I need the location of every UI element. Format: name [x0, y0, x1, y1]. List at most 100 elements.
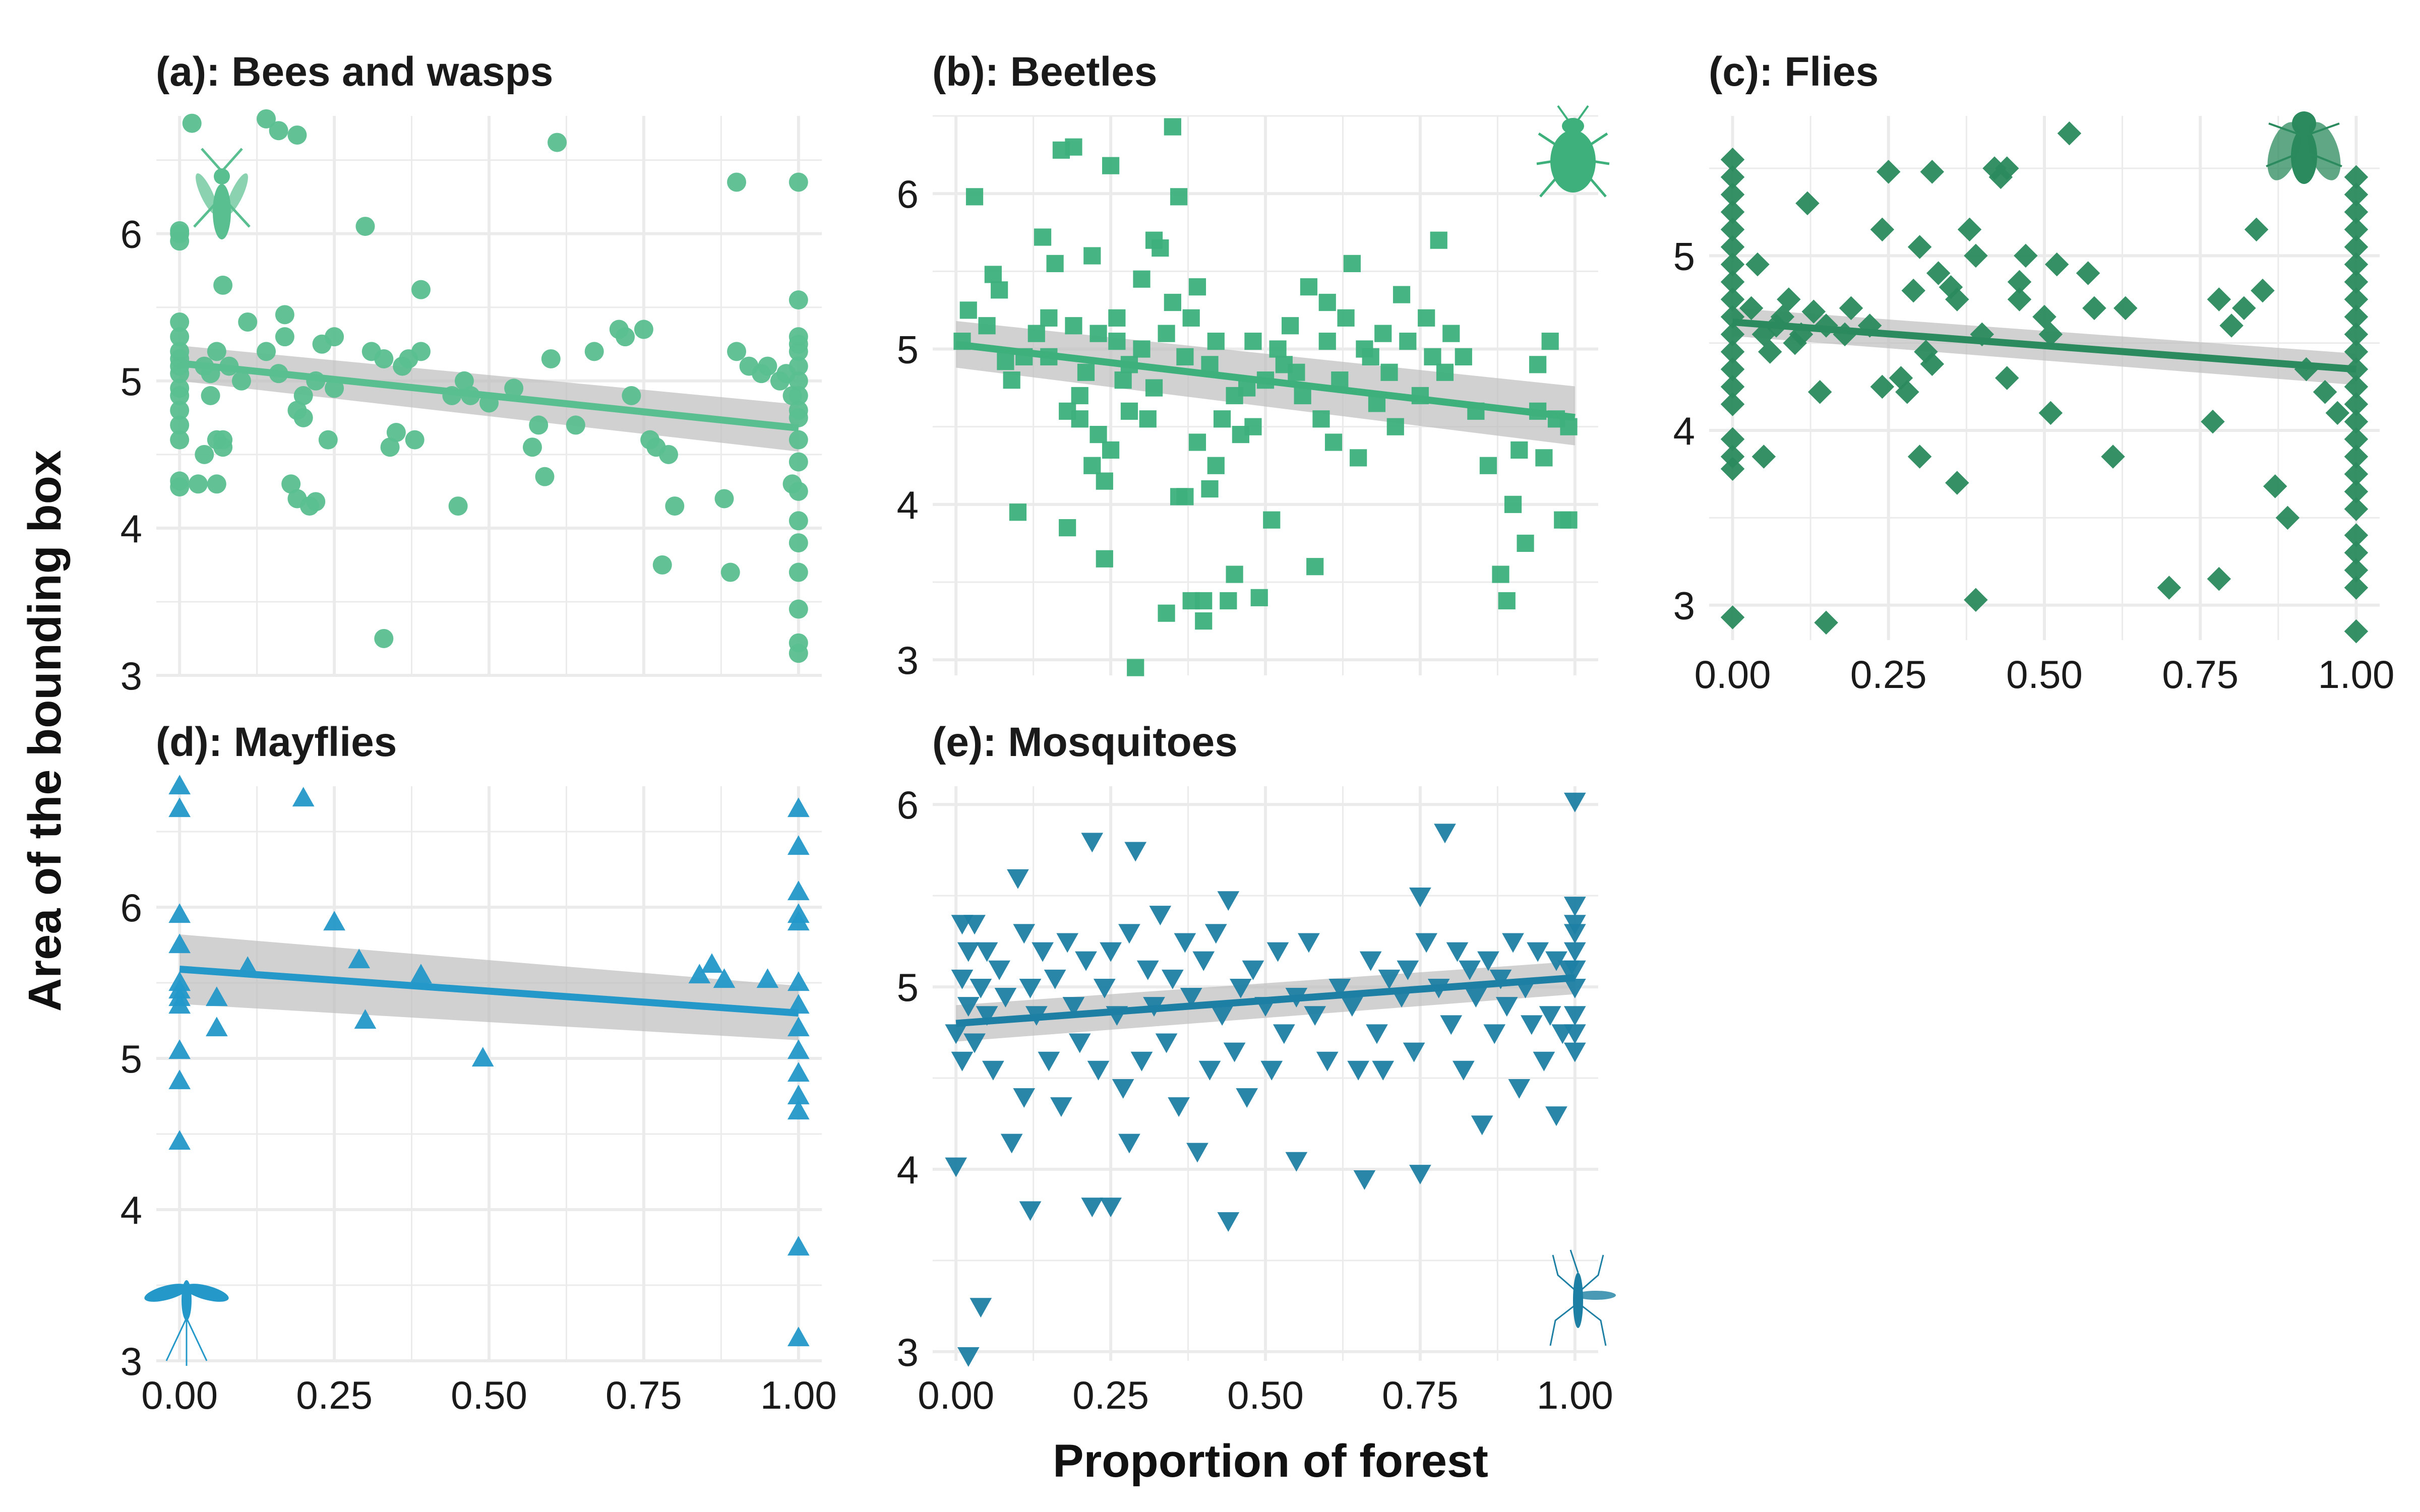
data-point — [411, 280, 431, 299]
data-point — [1217, 891, 1240, 911]
data-point — [1795, 191, 1820, 216]
data-point — [1483, 1024, 1506, 1044]
data-point — [189, 474, 208, 494]
data-point — [1071, 410, 1088, 428]
data-point — [1926, 261, 1951, 285]
data-point — [1242, 960, 1264, 980]
data-point — [2344, 165, 2369, 190]
data-point — [168, 933, 191, 954]
data-point — [1211, 1006, 1233, 1026]
data-point — [170, 430, 190, 450]
data-point — [787, 1039, 810, 1059]
data-point — [634, 320, 653, 339]
data-point — [1204, 924, 1227, 944]
data-point — [1201, 480, 1219, 498]
data-point — [2251, 278, 2275, 303]
data-point — [275, 305, 294, 325]
data-point — [1489, 969, 1512, 989]
data-point — [1013, 924, 1036, 944]
data-point — [1312, 410, 1330, 428]
data-point — [1003, 371, 1020, 389]
data-point — [1995, 156, 2019, 180]
panel-mosquitoes: 3 4 5 6 0.00 0.25 0.50 0.75 1.00 (e): Mosquitoes — [897, 719, 1616, 1417]
data-point — [1504, 495, 1522, 513]
data-point — [1186, 1143, 1208, 1163]
data-point — [257, 109, 276, 129]
data-point — [1901, 278, 1926, 303]
data-point — [1065, 138, 1082, 156]
data-point — [997, 353, 1014, 370]
y-tick-label: 5 — [897, 965, 919, 1010]
x-tick-label: 0.00 — [1695, 652, 1771, 697]
data-point — [1083, 247, 1101, 265]
data-point — [1839, 296, 1863, 321]
data-point — [787, 1062, 810, 1082]
data-point — [1502, 933, 1524, 953]
data-point — [789, 290, 808, 310]
y-tick-label: 5 — [897, 328, 919, 372]
data-point — [1318, 332, 1336, 350]
data-point — [616, 327, 635, 347]
data-point — [2344, 217, 2369, 242]
data-point — [2344, 427, 2369, 452]
data-point — [1720, 357, 1745, 382]
data-point — [1343, 255, 1361, 273]
data-point — [1230, 978, 1252, 998]
x-tick-label: 0.50 — [451, 1373, 527, 1417]
mosquito-icon — [1549, 1249, 1616, 1346]
data-point — [701, 953, 723, 973]
data-point — [1032, 942, 1054, 962]
data-point — [1170, 188, 1188, 206]
data-point — [1359, 951, 1382, 971]
data-point — [1337, 309, 1355, 327]
data-point — [374, 628, 394, 648]
data-point — [1316, 1051, 1339, 1072]
data-point — [1220, 592, 1237, 610]
x-tick-label: 1.00 — [760, 1373, 837, 1417]
data-point — [2232, 296, 2256, 321]
panel-title: (a): Bees and wasps — [156, 49, 553, 95]
data-point — [1046, 255, 1064, 273]
data-point — [1563, 897, 1586, 917]
data-point — [1090, 325, 1107, 342]
data-point — [1093, 978, 1116, 998]
data-point — [756, 968, 779, 988]
data-point — [2344, 182, 2369, 207]
data-point — [1285, 1152, 1308, 1172]
data-point — [1226, 565, 1243, 583]
x-tick-label: 0.25 — [1072, 1373, 1149, 1417]
panel-flies: 3 4 5 0.00 0.25 0.50 0.75 1.00 (c): Flies — [1673, 49, 2395, 697]
data-point — [1720, 147, 1745, 172]
data-point — [1300, 278, 1318, 296]
data-point — [787, 911, 810, 931]
data-point — [1207, 332, 1225, 350]
trend-line — [179, 359, 799, 432]
data-point — [2038, 401, 2063, 425]
data-point — [1945, 287, 1969, 311]
data-point — [789, 452, 808, 472]
data-point — [1108, 309, 1126, 327]
data-point — [727, 342, 747, 361]
data-point — [1529, 356, 1547, 373]
data-point — [976, 942, 998, 962]
data-point — [789, 511, 808, 531]
y-tick-label: 3 — [897, 638, 919, 682]
data-point — [1065, 317, 1082, 335]
data-point — [1223, 1042, 1246, 1062]
x-tick-label: 0.25 — [296, 1373, 373, 1417]
data-point — [622, 386, 641, 405]
data-point — [471, 1047, 494, 1067]
y-tick-label: 3 — [1673, 584, 1695, 628]
data-point — [2207, 566, 2231, 591]
data-point — [1920, 352, 1945, 376]
data-point — [1013, 1088, 1036, 1108]
data-point — [1083, 457, 1101, 474]
data-point — [1495, 997, 1518, 1017]
data-point — [1720, 392, 1745, 416]
y-tick-label: 5 — [1673, 234, 1695, 278]
data-point — [1158, 604, 1175, 622]
y-tick-label: 6 — [120, 212, 142, 257]
data-point — [306, 492, 326, 512]
data-point — [2344, 322, 2369, 347]
data-point — [1176, 348, 1194, 366]
